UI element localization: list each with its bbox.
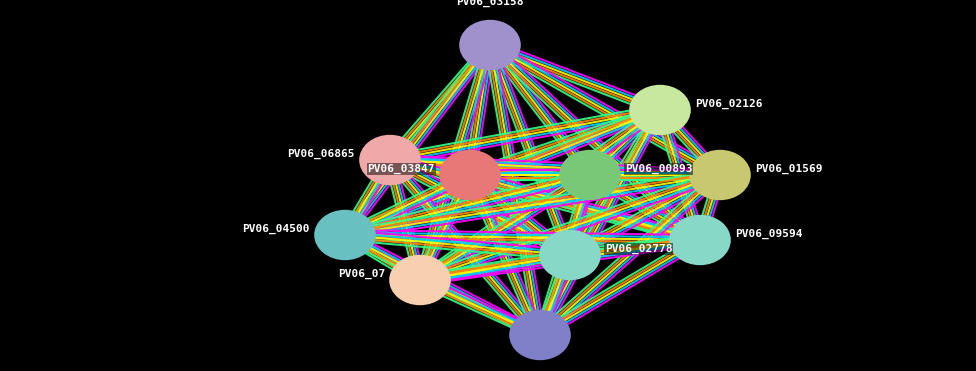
Text: PV06_06865: PV06_06865 (288, 149, 355, 159)
Ellipse shape (539, 230, 601, 280)
Text: PV06_02126: PV06_02126 (695, 99, 762, 109)
Ellipse shape (689, 150, 751, 200)
Text: PV06_07: PV06_07 (338, 269, 385, 279)
Ellipse shape (509, 310, 571, 360)
Text: PV06_00893: PV06_00893 (625, 164, 693, 174)
Ellipse shape (389, 255, 451, 305)
Ellipse shape (559, 150, 621, 200)
Text: PV06_02778: PV06_02778 (605, 244, 672, 254)
Text: PV06_04500: PV06_04500 (242, 224, 310, 234)
Ellipse shape (630, 85, 691, 135)
Ellipse shape (439, 150, 501, 200)
Text: PV06_01569: PV06_01569 (755, 164, 823, 174)
Ellipse shape (314, 210, 376, 260)
Text: PV06_03847: PV06_03847 (368, 164, 435, 174)
Text: PV06_03158: PV06_03158 (456, 0, 524, 7)
Ellipse shape (670, 215, 731, 265)
Text: PV06_09594: PV06_09594 (735, 229, 802, 239)
Ellipse shape (359, 135, 421, 185)
Ellipse shape (459, 20, 521, 70)
